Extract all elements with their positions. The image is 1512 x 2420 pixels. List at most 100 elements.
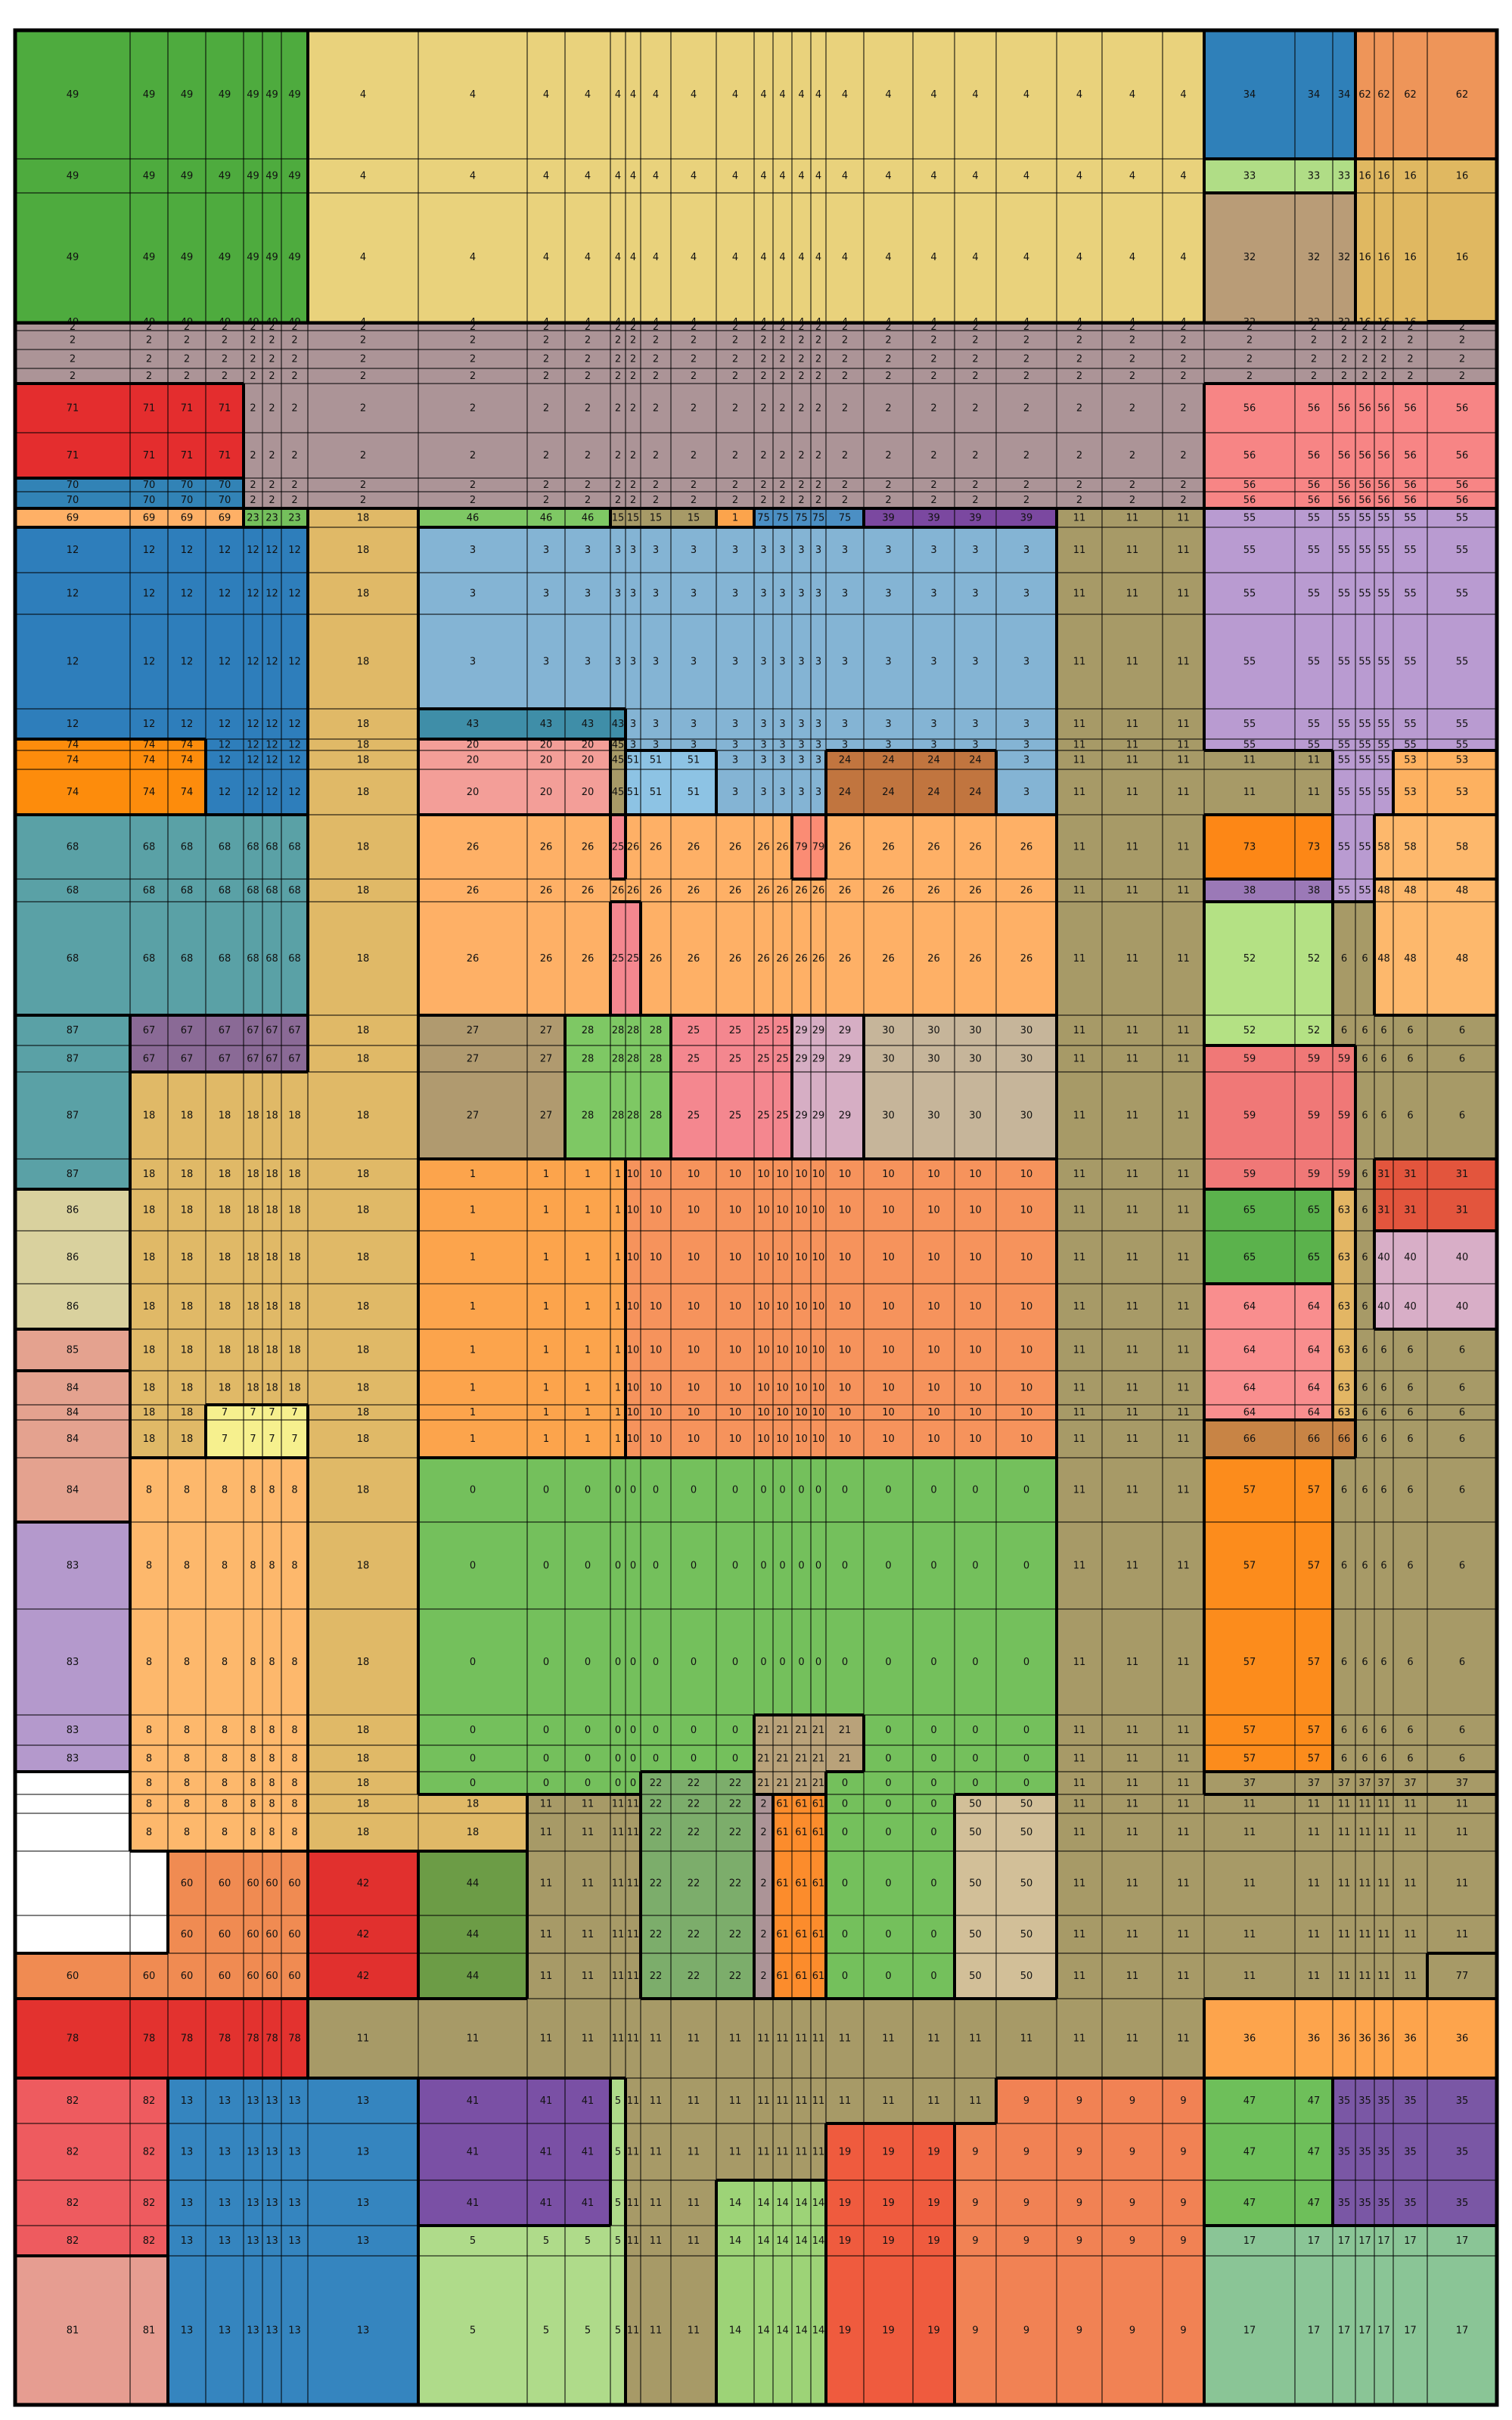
cell-label: 11 bbox=[757, 2033, 770, 2045]
grid-cell bbox=[670, 572, 717, 615]
cell-label: 68 bbox=[143, 885, 156, 896]
grid-cell bbox=[825, 158, 865, 194]
cell-label: 49 bbox=[181, 252, 194, 263]
cell-label: 3 bbox=[691, 740, 697, 751]
grid-cell bbox=[1332, 349, 1356, 369]
grid-cell bbox=[791, 901, 812, 1016]
cell-label: 2 bbox=[1129, 480, 1135, 491]
cell-label: 12 bbox=[219, 719, 231, 730]
cell-label: 26 bbox=[650, 842, 663, 853]
cell-label: 2 bbox=[1076, 322, 1082, 333]
grid-cell bbox=[418, 527, 528, 573]
cell-label: 0 bbox=[885, 1561, 891, 1572]
cell-label: 12 bbox=[181, 719, 194, 730]
cell-label: 11 bbox=[882, 2095, 895, 2107]
cell-label: 25 bbox=[757, 1025, 770, 1036]
cell-label: 10 bbox=[795, 1301, 808, 1313]
cell-label: 28 bbox=[627, 1111, 640, 1122]
cell-label: 11 bbox=[1243, 1827, 1256, 1838]
grid-cell bbox=[418, 349, 528, 369]
grid-cell bbox=[418, 572, 528, 615]
cell-label: 0 bbox=[760, 1657, 766, 1668]
cell-label: 56 bbox=[1358, 403, 1371, 415]
cell-label: 0 bbox=[842, 1929, 848, 1940]
grid-cell bbox=[1203, 901, 1296, 1016]
grid-cell bbox=[1374, 330, 1394, 350]
cell-label: 71 bbox=[219, 450, 231, 461]
cell-label: 0 bbox=[779, 1657, 785, 1668]
cell-label: 0 bbox=[760, 1561, 766, 1572]
cell-label: 6 bbox=[1361, 1252, 1368, 1263]
cell-label: 8 bbox=[269, 1778, 275, 1789]
cell-label: 11 bbox=[1073, 1827, 1086, 1838]
cell-label: 33 bbox=[1338, 171, 1351, 182]
cell-label: 13 bbox=[247, 2198, 259, 2209]
cell-label: 11 bbox=[1073, 589, 1086, 600]
cell-label: 82 bbox=[143, 2095, 156, 2107]
cell-label: 11 bbox=[969, 2095, 982, 2107]
cell-label: 2 bbox=[146, 322, 152, 333]
cell-label: 18 bbox=[247, 1169, 259, 1180]
cell-label: 4 bbox=[1023, 171, 1029, 182]
cell-label: 10 bbox=[1020, 1169, 1033, 1180]
grid-cell bbox=[418, 30, 528, 160]
cell-label: 0 bbox=[842, 1971, 848, 1982]
cell-label: 10 bbox=[882, 1252, 895, 1263]
grid-cell bbox=[1056, 527, 1103, 573]
grid-cell bbox=[307, 1071, 419, 1160]
cell-label: 53 bbox=[1456, 755, 1469, 766]
cell-label: 11 bbox=[1308, 1878, 1321, 1890]
cell-label: 64 bbox=[1243, 1301, 1256, 1313]
grid-cell bbox=[863, 814, 914, 880]
cell-label: 3 bbox=[470, 589, 476, 600]
cell-label: 10 bbox=[688, 1345, 700, 1356]
cell-label: 2 bbox=[630, 480, 636, 491]
cell-label: 12 bbox=[288, 589, 301, 600]
grid-cell bbox=[1056, 349, 1103, 369]
grid-cell bbox=[564, 508, 611, 528]
grid-cell bbox=[1392, 814, 1428, 880]
grid-cell bbox=[670, 1158, 717, 1190]
cell-label: 2 bbox=[760, 450, 766, 461]
grid-cell bbox=[1332, 1014, 1356, 1046]
grid-cell bbox=[205, 383, 244, 433]
grid-cell bbox=[825, 330, 865, 350]
cell-label: 10 bbox=[927, 1252, 940, 1263]
cell-label: 55 bbox=[1404, 589, 1417, 600]
cell-label: 11 bbox=[540, 1799, 553, 1810]
grid-cell bbox=[526, 1158, 566, 1190]
grid-cell bbox=[1427, 708, 1498, 740]
grid-cell bbox=[1392, 192, 1428, 322]
cell-label: 0 bbox=[543, 1561, 549, 1572]
cell-label: 49 bbox=[67, 89, 79, 101]
cell-label: 2 bbox=[779, 495, 785, 506]
cell-label: 47 bbox=[1308, 2095, 1321, 2107]
cell-label: 2 bbox=[798, 450, 804, 461]
cell-label: 10 bbox=[729, 1169, 742, 1180]
grid-cell bbox=[1294, 508, 1333, 528]
grid-cell bbox=[1162, 192, 1205, 322]
cell-label: 22 bbox=[650, 1778, 663, 1789]
cell-label: 11 bbox=[582, 1971, 595, 1982]
cell-label: 10 bbox=[729, 1383, 742, 1394]
cell-label: 11 bbox=[612, 1799, 625, 1810]
cell-label: 2 bbox=[1076, 335, 1082, 346]
cell-label: 60 bbox=[265, 1878, 278, 1890]
cell-label: 2 bbox=[842, 403, 848, 415]
cell-label: 4 bbox=[1180, 252, 1186, 263]
cell-label: 55 bbox=[1338, 787, 1351, 798]
cell-label: 11 bbox=[1126, 1169, 1139, 1180]
cell-label: 3 bbox=[732, 545, 738, 556]
grid-cell bbox=[418, 383, 528, 433]
cell-label: 56 bbox=[1377, 480, 1390, 491]
cell-label: 6 bbox=[1361, 1754, 1368, 1765]
cell-label: 10 bbox=[757, 1383, 770, 1394]
cell-label: 8 bbox=[291, 1799, 297, 1810]
cell-label: 1 bbox=[585, 1205, 591, 1216]
cell-label: 26 bbox=[757, 953, 770, 965]
cell-label: 55 bbox=[1456, 513, 1469, 524]
cell-label: 59 bbox=[1308, 1169, 1321, 1180]
cell-label: 11 bbox=[1073, 1657, 1086, 1668]
cell-label: 18 bbox=[181, 1383, 194, 1394]
cell-label: 3 bbox=[1023, 755, 1029, 766]
